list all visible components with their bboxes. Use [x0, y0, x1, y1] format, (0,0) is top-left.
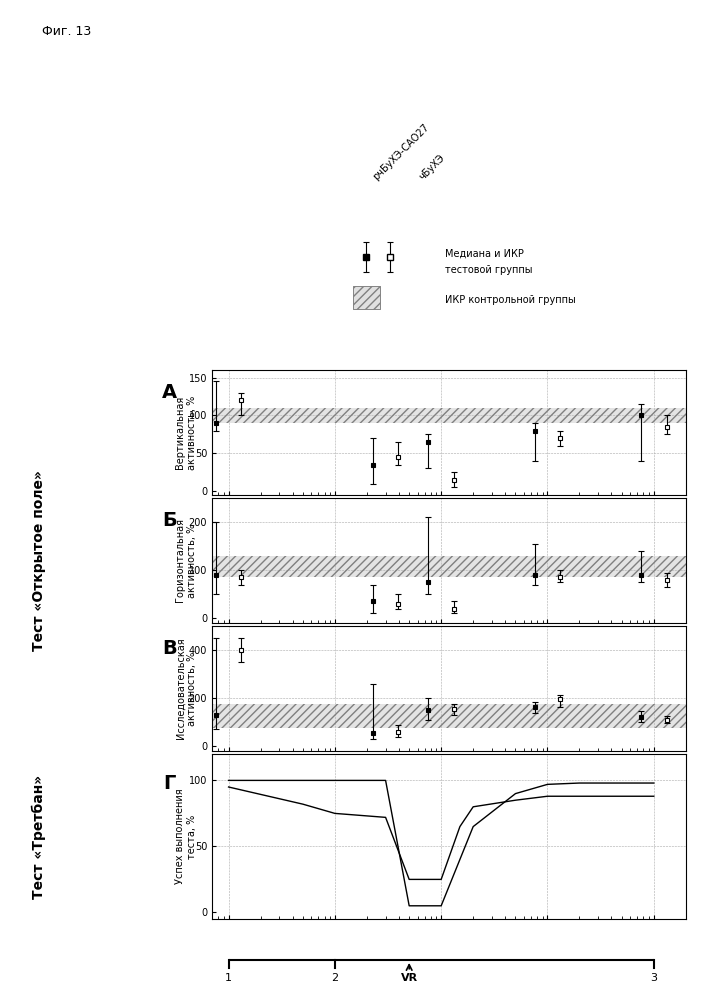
Bar: [212, 704, 686, 728]
Y-axis label: Успех выполнения
теста, %: Успех выполнения теста, %: [175, 789, 197, 884]
Bar: [212, 556, 686, 577]
Text: Г: Г: [163, 774, 176, 793]
Text: 2: 2: [332, 973, 339, 983]
Text: Тест «Третбан»: Тест «Третбан»: [32, 774, 46, 899]
Text: А: А: [162, 383, 177, 402]
Text: 1: 1: [225, 973, 232, 983]
Text: рчБуХЭ-САО27: рчБуХЭ-САО27: [371, 122, 431, 182]
Text: VR: VR: [401, 973, 418, 983]
Text: ИКР контрольной группы: ИКР контрольной группы: [445, 295, 576, 305]
Text: В: В: [163, 639, 177, 658]
X-axis label: Время, мин: Время, мин: [413, 770, 485, 780]
Text: чБуХЭ: чБуХЭ: [417, 153, 447, 182]
Text: Медиана и ИКР: Медиана и ИКР: [445, 249, 525, 259]
Text: Фиг. 13: Фиг. 13: [42, 25, 92, 38]
Y-axis label: Исследовательская
активность, %: Исследовательская активность, %: [175, 638, 197, 739]
Bar: [354, 286, 380, 309]
Bar: [212, 408, 686, 423]
Y-axis label: Вертикальная
активность, %: Вертикальная активность, %: [175, 395, 197, 470]
Text: Б: Б: [163, 511, 177, 530]
Bar: [354, 286, 380, 309]
Text: 3: 3: [650, 973, 658, 983]
Bar: [212, 408, 686, 423]
Bar: [212, 556, 686, 577]
Y-axis label: Горизонтальная
активность, %: Горизонтальная активность, %: [175, 518, 197, 602]
Text: Тест «Открытое поле»: Тест «Открытое поле»: [32, 470, 46, 651]
Bar: [212, 704, 686, 728]
Text: тестовой группы: тестовой группы: [445, 265, 533, 275]
